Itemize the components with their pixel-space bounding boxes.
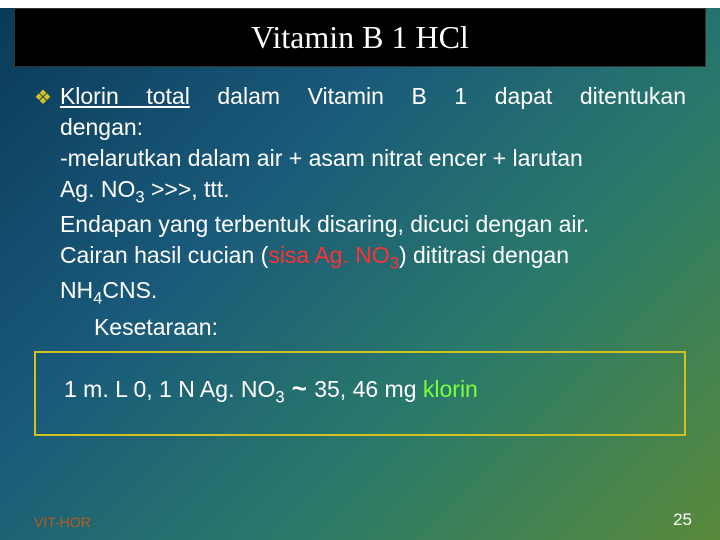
- equiv-pre: 1 m. L 0, 1 N Ag. NO: [64, 376, 275, 402]
- page-number: 25: [673, 510, 692, 530]
- total-underlined: total: [146, 83, 189, 109]
- line-1: Klorin total dalam Vitamin B 1 dapat dit…: [60, 81, 686, 112]
- bullet-item: ❖ Klorin total dalam Vitamin B 1 dapat d…: [34, 81, 686, 343]
- klorin-green: klorin: [423, 376, 478, 402]
- agno-pre: Ag. NO: [60, 176, 135, 202]
- line-7: NH4CNS.: [60, 275, 686, 310]
- agno-post: >>>, ttt.: [145, 176, 230, 202]
- slide-title: Vitamin B 1 HCl: [251, 19, 469, 55]
- agno-red-sub: 3: [390, 254, 399, 273]
- line-5: Endapan yang terbentuk disaring, dicuci …: [60, 209, 686, 240]
- nh-sub: 4: [93, 289, 102, 308]
- line-6: Cairan hasil cucian (sisa Ag. NO3) ditit…: [60, 240, 686, 275]
- kesetaraan-label: Kesetaraan:: [94, 312, 686, 343]
- tilde-icon: ~: [285, 373, 315, 403]
- nh: NH: [60, 277, 93, 303]
- cns: CNS.: [102, 277, 157, 303]
- slide: Vitamin B 1 HCl ❖ Klorin total dalam Vit…: [0, 8, 720, 540]
- bullet-body: Klorin total dalam Vitamin B 1 dapat dit…: [60, 81, 686, 343]
- diamond-bullet-icon: ❖: [34, 85, 52, 112]
- equivalence-box: 1 m. L 0, 1 N Ag. NO3 ~ 35, 46 mg klorin: [34, 351, 686, 436]
- title-bar: Vitamin B 1 HCl: [14, 8, 706, 67]
- agno-red: Ag. NO: [309, 242, 390, 268]
- sisa-red: sisa: [268, 242, 309, 268]
- line6-pre: Cairan hasil cucian (: [60, 242, 268, 268]
- equiv-sub: 3: [275, 388, 284, 407]
- footer-label: VIT-HOR: [34, 514, 91, 530]
- line-2: dengan:: [60, 112, 686, 143]
- content-area: ❖ Klorin total dalam Vitamin B 1 dapat d…: [0, 67, 720, 343]
- line6-post: ) dititrasi dengan: [399, 242, 569, 268]
- line-4: Ag. NO3 >>>, ttt.: [60, 174, 686, 209]
- agno-sub: 3: [135, 188, 144, 207]
- line-3: -melarutkan dalam air + asam nitrat ence…: [60, 143, 686, 174]
- equiv-mid: 35, 46 mg: [314, 376, 423, 402]
- klorin-underlined: Klorin: [60, 83, 146, 109]
- line1-rest: dalam Vitamin B 1 dapat ditentukan: [190, 83, 686, 109]
